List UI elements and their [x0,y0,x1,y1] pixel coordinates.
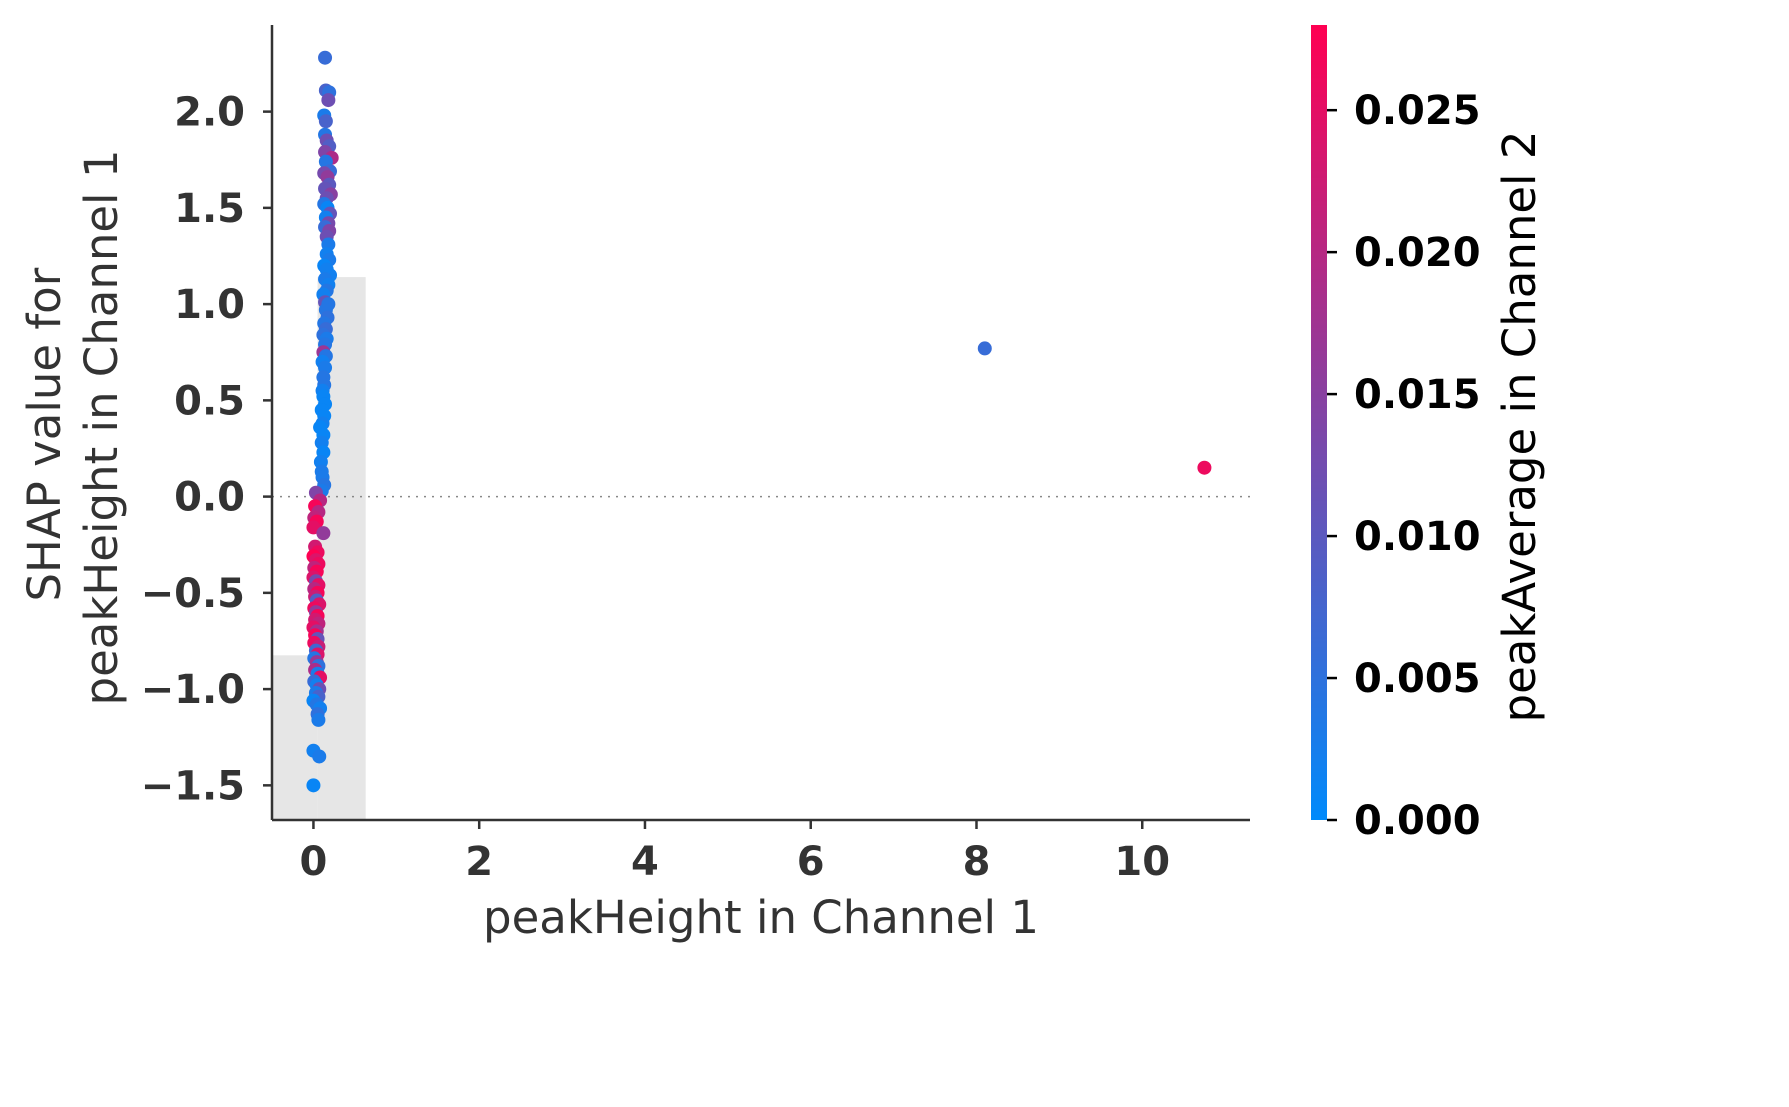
colorbar-tick-label: 0.015 [1354,372,1481,418]
colorbar-label: peakAverage in Channel 2 [1493,131,1546,723]
y-tick-label: 0.5 [174,378,245,424]
colorbar [1311,25,1327,820]
data-point [306,778,321,793]
data-point [318,114,333,129]
x-tick-label: 0 [300,839,328,885]
x-tick-label: 4 [631,839,659,885]
x-axis-ticks: 0 2 4 6 8 10 [300,820,1170,885]
data-point [1197,460,1212,475]
data-point [312,749,327,764]
data-point [321,93,336,108]
colorbar-tick-label: 0.020 [1354,230,1481,276]
x-tick-label: 2 [465,839,493,885]
colorbar-tick-label: 0.025 [1354,88,1481,134]
data-point [311,712,326,727]
colorbar-tick-label: 0.005 [1354,656,1481,702]
colorbar-tick-label: 0.000 [1354,798,1481,844]
y-axis-ticks: −1.5 −1.0 −0.5 0.0 0.5 1.0 1.5 2.0 [141,90,272,809]
y-tick-label: −1.0 [141,667,245,713]
y-tick-label: 0.0 [174,475,245,521]
x-tick-label: 6 [797,839,825,885]
y-axis-label-line-2: peakHeight in Channel 1 [75,150,128,706]
x-tick-label: 10 [1114,839,1170,885]
data-point [316,526,331,541]
x-axis-label: peakHeight in Channel 1 [483,891,1039,944]
y-tick-label: 1.5 [174,186,245,232]
y-axis-label: SHAP value for peakHeight in Channel 1 [18,150,128,706]
y-tick-label: −0.5 [141,571,245,617]
y-axis-label-line-1: SHAP value for [18,267,71,601]
y-tick-label: 2.0 [174,90,245,136]
data-point [977,341,992,356]
y-tick-label: 1.0 [174,282,245,328]
scatter-points [306,50,1212,793]
colorbar-ticks: 0.000 0.005 0.010 0.015 0.020 0.025 [1327,88,1481,844]
colorbar-tick-label: 0.010 [1354,514,1481,560]
x-tick-label: 8 [963,839,991,885]
data-point [318,50,333,65]
y-tick-label: −1.5 [141,763,245,809]
